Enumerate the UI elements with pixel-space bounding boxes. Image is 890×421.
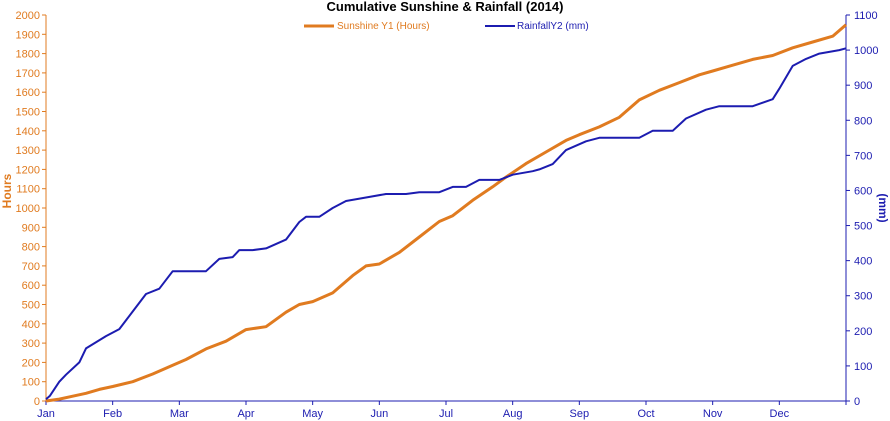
- y1-tick-label: 1300: [16, 145, 40, 157]
- x-tick-label: Sep: [570, 408, 590, 420]
- x-tick-label: Jan: [37, 408, 55, 420]
- y2-tick-label: 900: [854, 80, 872, 92]
- y1-tick-label: 1100: [16, 184, 40, 196]
- x-tick-label: Dec: [770, 408, 790, 420]
- y1-axis-label: Hours: [0, 173, 14, 208]
- x-tick-label: Aug: [503, 408, 523, 420]
- y2-tick-label: 500: [854, 221, 872, 233]
- y1-tick-label: 1400: [16, 126, 40, 138]
- y1-tick-label: 1600: [16, 87, 40, 99]
- y1-tick-label: 1800: [16, 49, 40, 61]
- y2-tick-label: 800: [854, 115, 872, 127]
- y2-axis-label: (mm): [876, 193, 890, 222]
- x-tick-label: Mar: [170, 408, 189, 420]
- y1-tick-label: 600: [22, 280, 40, 292]
- axes: [45, 15, 847, 402]
- y1-tick-label: 1700: [16, 68, 40, 80]
- y1-tick-label: 300: [22, 338, 40, 350]
- chart-title: Cumulative Sunshine & Rainfall (2014): [327, 0, 564, 14]
- series-lines: [45, 23, 847, 403]
- series-line-sunshine: [45, 23, 847, 403]
- legend: Sunshine Y1 (Hours) RainfallY2 (mm): [304, 21, 589, 32]
- legend-label-rainfall: RainfallY2 (mm): [517, 21, 589, 32]
- y2-tick-label: 0: [854, 396, 860, 408]
- y1-tick-label: 1900: [16, 29, 40, 41]
- legend-label-sunshine: Sunshine Y1 (Hours): [337, 21, 430, 32]
- x-tick-label: Jun: [370, 408, 388, 420]
- left-axis-ticks: 0 100 200 300 400 500 600 700 800 900 1000 1100 1200…: [16, 10, 46, 408]
- x-tick-label: May: [302, 408, 323, 420]
- y1-tick-label: 2000: [16, 10, 40, 22]
- x-tick-label: Jul: [439, 408, 453, 420]
- y2-tick-label: 300: [854, 291, 872, 303]
- x-tick-label: Feb: [103, 408, 122, 420]
- right-axis-ticks: 0 100 200 300 400 500 600 700 800 900 1000 1100: [846, 10, 878, 408]
- y2-tick-label: 1000: [854, 45, 878, 57]
- x-tick-label: Nov: [703, 408, 723, 420]
- y2-tick-label: 200: [854, 326, 872, 338]
- y1-tick-label: 400: [22, 319, 40, 331]
- y2-tick-label: 1100: [854, 10, 878, 22]
- y1-tick-label: 0: [34, 396, 40, 408]
- y2-tick-label: 100: [854, 361, 872, 373]
- y1-tick-label: 200: [22, 357, 40, 369]
- y1-tick-label: 1500: [16, 107, 40, 119]
- y1-tick-label: 800: [22, 242, 40, 254]
- y2-tick-label: 700: [854, 150, 872, 162]
- y1-tick-label: 900: [22, 222, 40, 234]
- y1-tick-label: 1200: [16, 164, 40, 176]
- series-line-rainfall: [45, 47, 847, 400]
- y1-tick-label: 700: [22, 261, 40, 273]
- y2-tick-label: 400: [854, 256, 872, 268]
- y1-tick-label: 1000: [16, 203, 40, 215]
- y2-tick-label: 600: [854, 185, 872, 197]
- x-tick-label: Oct: [637, 408, 654, 420]
- y1-tick-label: 100: [22, 377, 40, 389]
- x-axis-ticks: Jan Feb Mar Apr May Jun Jul Aug Sep Oct Nov Dec: [37, 401, 847, 420]
- y1-tick-label: 500: [22, 300, 40, 312]
- x-tick-label: Apr: [237, 408, 254, 420]
